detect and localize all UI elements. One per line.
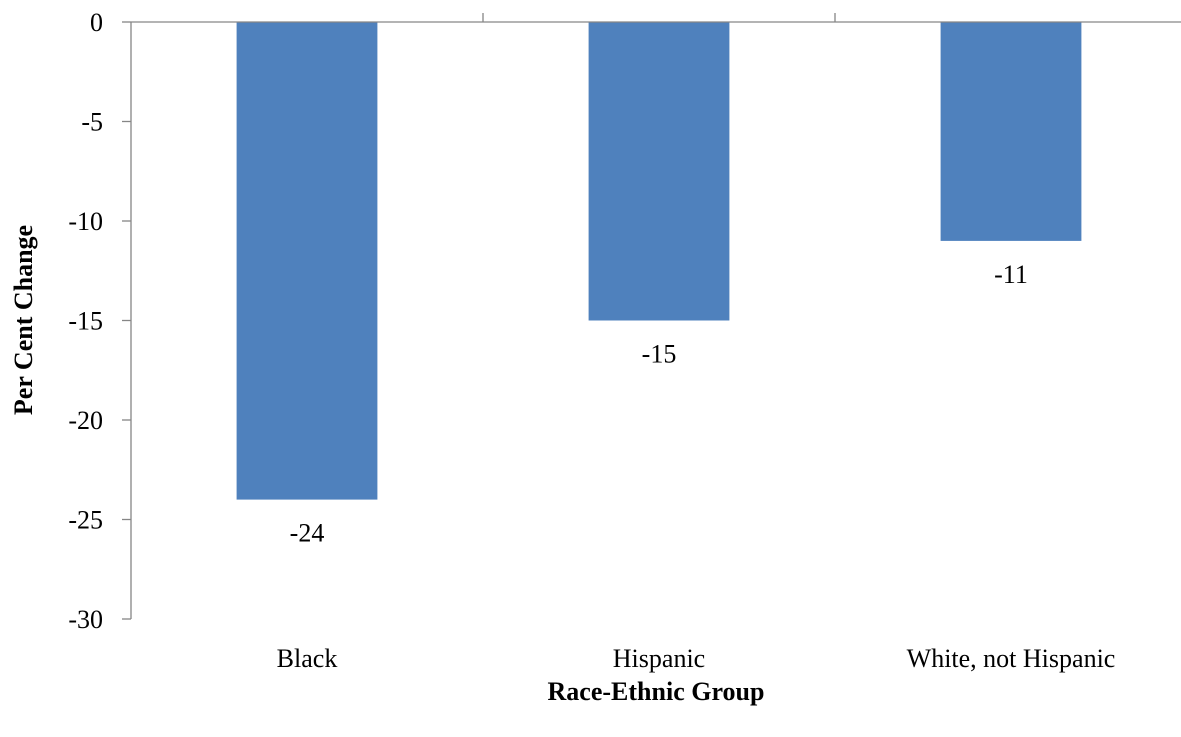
x-tick-label: Black bbox=[277, 644, 338, 673]
y-tick-label: -20 bbox=[68, 406, 103, 435]
x-tick-label: Hispanic bbox=[613, 644, 705, 673]
data-label-3: -11 bbox=[994, 260, 1028, 289]
y-tick-label: -15 bbox=[68, 307, 103, 336]
y-tick-label: -30 bbox=[68, 605, 103, 634]
data-labels: -24 -15 -11 bbox=[290, 260, 1028, 548]
y-tick-label: -5 bbox=[81, 108, 103, 137]
y-axis-ticks: 0 -5 -10 -15 -20 -25 -30 bbox=[68, 8, 131, 634]
y-tick-label: -10 bbox=[68, 207, 103, 236]
y-tick-label: 0 bbox=[90, 8, 103, 37]
x-axis-ticks: Black Hispanic White, not Hispanic bbox=[277, 13, 1116, 673]
x-tick-label: White, not Hispanic bbox=[907, 644, 1116, 673]
y-axis-title: Per Cent Change bbox=[9, 225, 38, 415]
bar-3 bbox=[940, 22, 1082, 241]
data-label-1: -24 bbox=[290, 519, 325, 548]
data-label-2: -15 bbox=[642, 340, 677, 369]
bar-1 bbox=[236, 22, 378, 500]
bar-2 bbox=[588, 22, 730, 321]
y-tick-label: -25 bbox=[68, 506, 103, 535]
x-axis-title: Race-Ethnic Group bbox=[548, 677, 765, 706]
bars bbox=[236, 22, 1082, 500]
